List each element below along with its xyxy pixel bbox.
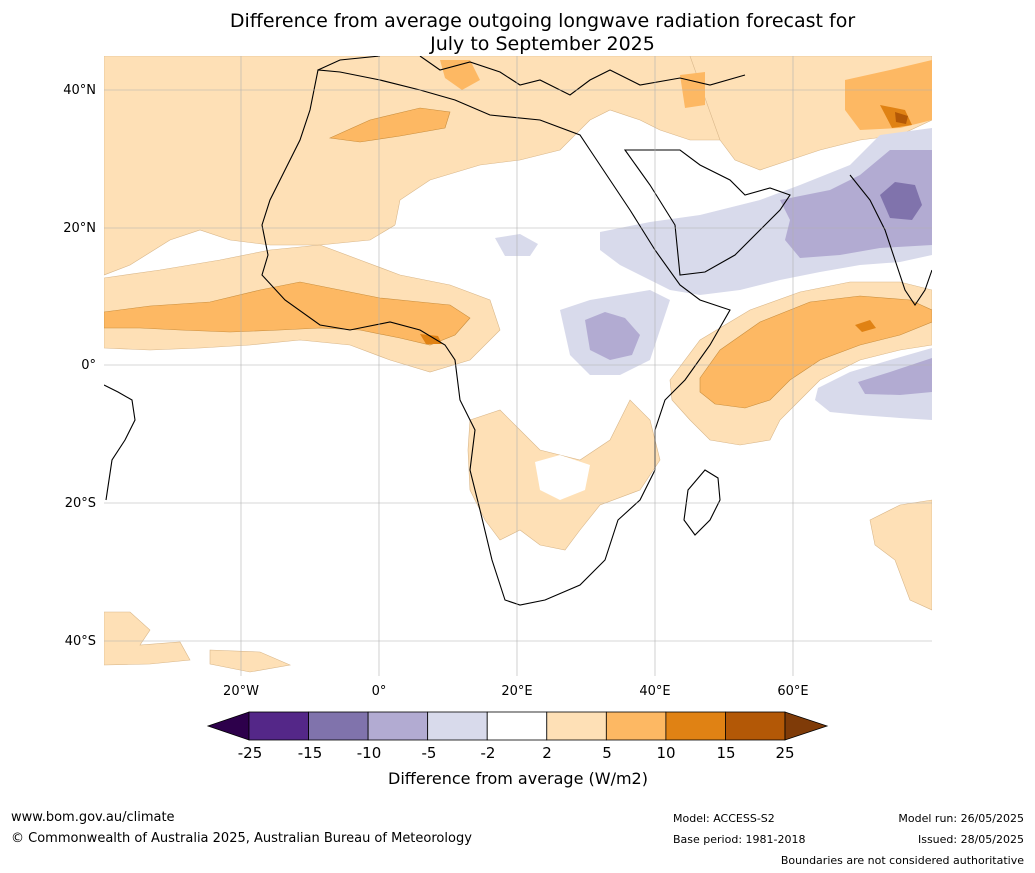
colorbar-tick: 2 — [542, 744, 552, 762]
anomaly-moderate-indian-ocean — [699, 295, 932, 409]
anomaly-light-negative-indian-ocean-south — [858, 358, 932, 395]
anomaly-negative-sahel-east — [495, 234, 538, 256]
anomaly-light-negative-east-africa — [585, 312, 640, 360]
anomaly-neutral-sahel — [395, 185, 650, 285]
lon-label-60e: 60°E — [777, 684, 809, 699]
footer-copyright: © Commonwealth of Australia 2025, Austra… — [11, 831, 472, 846]
colorbar-extend-above — [784, 711, 829, 741]
map-title-line-1: Difference from average outgoing longwav… — [229, 10, 856, 32]
colorbar-tick: -15 — [297, 744, 323, 762]
india-coastline — [849, 174, 932, 306]
lon-label-0: 0° — [371, 684, 387, 699]
colorbar-label: Difference from average (W/m2) — [388, 769, 648, 788]
footer-model-run: Model run: 26/05/2025 — [898, 812, 1024, 825]
colorbar-bin — [546, 711, 607, 741]
colorbar-tick: 15 — [716, 744, 736, 762]
colorbar-tick: 10 — [656, 744, 676, 762]
lat-label-40n: 40°N — [63, 83, 96, 98]
colorbar-bin — [248, 711, 309, 741]
anomaly-strong-indian-ocean — [855, 320, 876, 332]
footer-issued: Issued: 28/05/2025 — [917, 833, 1024, 846]
anomaly-moderate-maghreb — [328, 107, 451, 143]
anomaly-fields — [104, 56, 932, 673]
map-title-line-2: July to September 2025 — [430, 33, 655, 55]
anomaly-moderate-central-asia — [845, 60, 932, 130]
colorbar-tick: 25 — [775, 744, 795, 762]
anomaly-positive-south-atlantic-2 — [209, 649, 292, 673]
colorbar-bin — [605, 711, 667, 741]
anomaly-moderate-negative-india — [880, 182, 922, 220]
colorbar-tick: 5 — [602, 744, 612, 762]
lat-label-40s: 40°S — [64, 634, 96, 649]
colorbar-tick: -5 — [421, 744, 437, 762]
colorbar-bin — [665, 711, 726, 741]
anomaly-strong-gulf-guinea — [420, 334, 442, 344]
africa-coastline — [261, 69, 731, 606]
gridlines — [104, 56, 932, 676]
colorbar-bin — [725, 711, 786, 741]
anomaly-positive-south-atlantic — [104, 611, 191, 666]
arabia-coastline — [623, 149, 791, 276]
colorbar — [206, 711, 829, 741]
lon-label-40e: 40°E — [639, 684, 671, 699]
footer-base-period: Base period: 1981-2018 — [673, 833, 806, 846]
map-title: Difference from average outgoing longwav… — [140, 10, 945, 56]
coastlines — [104, 56, 932, 606]
anomaly-very-strong-central-asia — [895, 112, 908, 124]
lon-label-20e: 20°E — [501, 684, 533, 699]
colorbar-bin — [427, 711, 488, 741]
footer-model: Model: ACCESS-S2 — [673, 812, 775, 825]
europe-coastline — [317, 56, 746, 96]
south-america-coastline — [104, 384, 136, 501]
lat-label-20s: 20°S — [64, 496, 96, 511]
colorbar-bin — [486, 711, 548, 741]
madagascar-coastline — [683, 469, 721, 536]
footer-disclaimer: Boundaries are not considered authoritat… — [780, 854, 1024, 867]
colorbar-bin — [367, 711, 429, 741]
colorbar-bin — [308, 711, 369, 741]
colorbar-tick: -10 — [356, 744, 382, 762]
anomaly-light-negative-south-asia — [780, 150, 932, 258]
anomaly-positive-south-indian — [869, 499, 932, 611]
anomaly-neutral-south-africa-patch — [535, 455, 590, 500]
colorbar-extend-below — [206, 711, 250, 741]
lon-label-20w: 20°W — [223, 684, 259, 699]
lat-label-0: 0° — [81, 358, 96, 373]
colorbar-tick: -2 — [480, 744, 496, 762]
colorbar-tick: -25 — [237, 744, 263, 762]
footer-website: www.bom.gov.au/climate — [11, 810, 175, 825]
lat-label-20n: 20°N — [63, 221, 96, 236]
